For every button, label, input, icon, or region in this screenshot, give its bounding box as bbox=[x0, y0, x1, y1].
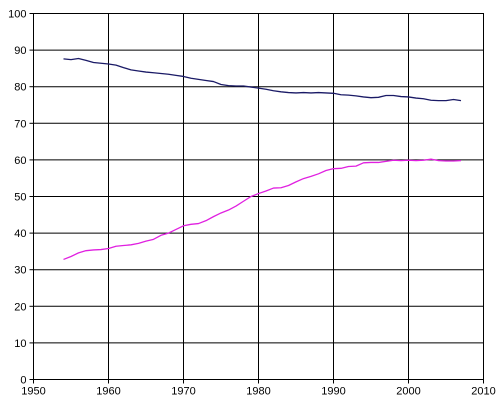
y-axis-ticks: 0 10 20 30 40 50 60 70 80 90 100 bbox=[8, 9, 34, 387]
series-line-1 bbox=[63, 57, 462, 102]
y-tick-label: 40 bbox=[14, 228, 26, 240]
y-tick-label: 50 bbox=[14, 192, 26, 204]
y-tick-label: 80 bbox=[14, 82, 26, 94]
x-tick-label: 1960 bbox=[96, 386, 120, 398]
x-tick-label: 1980 bbox=[246, 386, 270, 398]
y-tick-label: 10 bbox=[14, 338, 26, 350]
x-tick-label: 2010 bbox=[471, 386, 495, 398]
series-lines bbox=[63, 57, 462, 261]
x-tick-label: 1970 bbox=[171, 386, 195, 398]
x-tick-label: 1950 bbox=[21, 386, 45, 398]
y-tick-label: 70 bbox=[14, 118, 26, 130]
y-tick-label: 20 bbox=[14, 301, 26, 313]
series-line-2 bbox=[63, 158, 462, 261]
x-tick-label: 1990 bbox=[321, 386, 345, 398]
x-axis-ticks: 1950 1960 1970 1980 1990 2000 2010 bbox=[21, 379, 496, 398]
y-tick-label: 30 bbox=[14, 265, 26, 277]
x-tick-label: 2000 bbox=[396, 386, 420, 398]
y-tick-label: 0 bbox=[20, 375, 26, 387]
grid bbox=[33, 13, 484, 380]
y-tick-label: 90 bbox=[14, 45, 26, 57]
y-tick-label: 60 bbox=[14, 155, 26, 167]
y-tick-label: 100 bbox=[8, 9, 26, 21]
